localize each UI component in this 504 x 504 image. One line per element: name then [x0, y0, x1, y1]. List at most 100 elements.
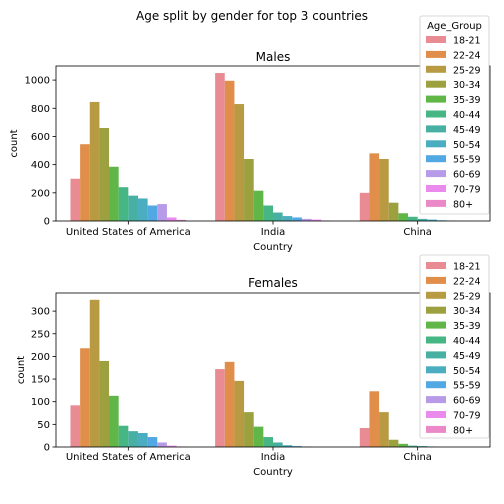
bar-45-49-0: [128, 195, 138, 221]
bar-55-59-1: [292, 446, 302, 447]
y-tick-label: 800: [31, 104, 50, 115]
bar-25-29-1: [234, 380, 245, 447]
legend-label: 45-49: [453, 125, 481, 136]
legend-swatch: [426, 366, 446, 374]
bar-40-44-0: [118, 187, 129, 221]
legend-label: 22-24: [453, 276, 481, 287]
bars: [70, 299, 437, 447]
x-tick-label: India: [261, 452, 286, 463]
legend-swatch: [426, 306, 446, 314]
bar-40-44-2: [408, 216, 418, 221]
bar-45-49-1: [273, 442, 283, 447]
bar-25-29-1: [234, 104, 245, 221]
bar-80plus-0: [176, 219, 187, 221]
legend-swatch: [426, 50, 446, 58]
bar-22-24-2: [369, 153, 380, 221]
bar-60-69-0: [157, 442, 167, 447]
bar-30-34-1: [244, 159, 254, 221]
bar-22-24-1: [224, 361, 235, 447]
legend-swatch: [426, 291, 446, 299]
y-axis-label: count: [16, 356, 27, 384]
legend-title: Age_Group: [427, 21, 482, 32]
y-axis-label: count: [9, 129, 20, 157]
legend-swatch: [426, 125, 446, 133]
bar-35-39-2: [398, 443, 409, 447]
y-tick-label: 200: [31, 352, 50, 363]
bar-25-29-2: [379, 159, 389, 221]
legend-label: 50-54: [453, 366, 481, 377]
legend: 18-21 22-24 25-29 30-34 35-39 40-44 45-49 50-54…: [419, 254, 490, 439]
subplot-title: Males: [256, 50, 291, 64]
bar-22-24-2: [369, 391, 380, 447]
subplot-females: Females 0 50 100 150 200 250 300 United States o…: [16, 254, 491, 478]
y-tick-label: 1000: [25, 76, 50, 87]
y-tick-label: 150: [31, 375, 50, 386]
x-tick-label: China: [403, 227, 432, 238]
bar-35-39-1: [253, 190, 264, 221]
bar-45-49-0: [128, 431, 138, 447]
bar-30-34-2: [388, 439, 399, 447]
x-tick-label: United States of America: [66, 452, 191, 463]
bar-45-49-2: [417, 218, 428, 221]
legend-label: 25-29: [453, 291, 481, 302]
legend-swatch: [426, 411, 446, 418]
legend-label: 70-79: [453, 411, 481, 422]
legend-label: 55-59: [453, 381, 481, 392]
legend-label: 80+: [453, 199, 473, 210]
legend-label: 70-79: [453, 185, 481, 196]
legend-swatch: [426, 65, 446, 73]
legend-swatch: [426, 425, 446, 433]
bar-60-69-1: [301, 218, 312, 221]
bar-50-54-0: [137, 432, 148, 447]
legend-label: 60-69: [453, 170, 481, 181]
y-tick-label: 0: [44, 443, 50, 454]
y-tick-label: 250: [31, 329, 50, 340]
legend-swatch: [426, 170, 446, 178]
legend-label: 50-54: [453, 140, 481, 151]
y-tick-label: 200: [31, 188, 50, 199]
legend-label: 22-24: [453, 50, 481, 61]
bar-18-21-0: [70, 178, 81, 221]
bar-30-34-0: [99, 128, 110, 221]
legend-swatch: [426, 95, 446, 103]
bar-22-24-0: [80, 144, 90, 221]
legend-swatch: [426, 336, 446, 344]
x-tick-label: United States of America: [66, 227, 191, 238]
legend-label: 40-44: [453, 336, 481, 347]
legend-swatch: [426, 381, 446, 389]
legend-swatch: [426, 185, 446, 192]
bars: [70, 73, 466, 221]
bar-40-44-1: [263, 437, 273, 447]
x-tick-label: India: [261, 227, 286, 238]
legend-label: 35-39: [453, 321, 481, 332]
x-axis-label: Country: [253, 242, 293, 253]
bar-35-39-2: [398, 213, 409, 221]
bar-22-24-1: [224, 80, 235, 221]
legend-swatch: [426, 199, 446, 207]
bar-35-39-1: [253, 426, 264, 447]
legend-swatch: [426, 262, 446, 269]
bar-55-59-0: [147, 205, 158, 221]
bar-55-59-0: [147, 437, 158, 447]
subplot-males: Males 0 200 400 600 800 1000 United States of A…: [9, 15, 491, 253]
bar-18-21-2: [359, 192, 370, 221]
bar-50-54-0: [137, 198, 148, 221]
bar-40-44-1: [263, 205, 273, 221]
legend-label: 45-49: [453, 351, 481, 362]
bar-18-21-0: [70, 405, 81, 447]
legend-label: 40-44: [453, 110, 481, 121]
y-tick-label: 50: [37, 420, 50, 431]
legend-label: 30-34: [453, 80, 481, 91]
legend-frame: [419, 254, 490, 439]
legend-swatch: [426, 155, 446, 163]
bar-35-39-0: [109, 395, 119, 447]
legend-swatch: [426, 80, 446, 88]
bar-45-49-1: [273, 212, 283, 221]
bar-40-44-2: [408, 445, 418, 447]
legend-label: 35-39: [453, 95, 481, 106]
bar-70-79-0: [166, 217, 177, 221]
bar-25-29-2: [379, 412, 389, 447]
x-tick-label: China: [403, 452, 432, 463]
legend-swatch: [426, 321, 446, 329]
